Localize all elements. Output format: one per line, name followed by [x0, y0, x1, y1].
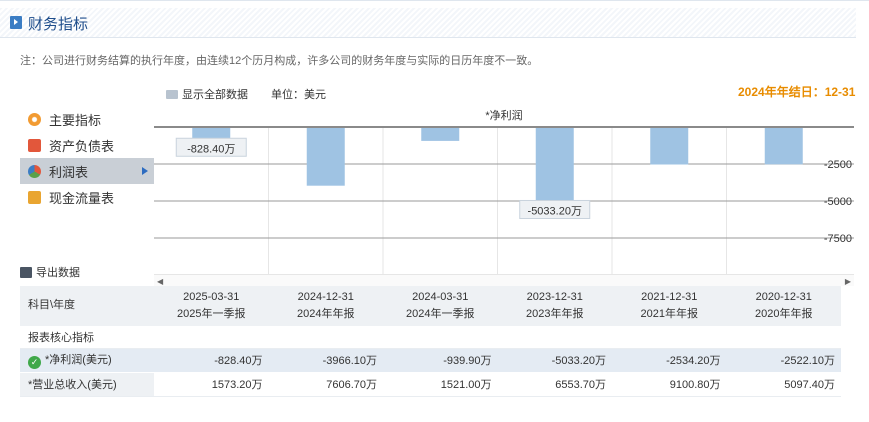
section-arrow-icon — [10, 16, 22, 29]
pie-chart-icon — [28, 164, 41, 178]
sidebar-item-balance-sheet[interactable]: 资产负债表 — [20, 132, 154, 158]
column-header: 2021-12-31 2021年年报 — [612, 286, 727, 327]
data-label: -828.40万 — [187, 143, 235, 155]
column-date: 2021-12-31 — [641, 290, 698, 303]
table-row-revenue[interactable]: *营业总收入(美元) 1573.20万 7606.70万 1521.00万 65… — [20, 372, 841, 397]
row-label-text: *净利润(美元) — [45, 354, 112, 366]
table-row-net-profit[interactable]: ✓ *净利润(美元) -828.40万 -3966.10万 -939.90万 -5… — [20, 348, 841, 373]
column-report: 2024年年报 — [297, 307, 355, 320]
table-cell: 6553.70万 — [497, 372, 612, 397]
section-header: 财务指标 — [0, 8, 856, 38]
export-data-button[interactable]: 导出数据 — [20, 264, 80, 280]
data-label: -5033.20万 — [528, 205, 582, 217]
table-cell: 9100.80万 — [612, 372, 727, 397]
toggle-icon — [166, 89, 178, 99]
sidebar-item-label: 主要指标 — [49, 112, 102, 128]
chart-title: *净利润 — [485, 108, 522, 122]
active-arrow-icon — [142, 167, 148, 175]
chart-bar — [650, 128, 689, 165]
net-profit-chart: *净利润 -2500 -5000 -7500 -828.40万 -5033.20万 — [154, 106, 854, 274]
column-date: 2024-12-31 — [297, 290, 354, 303]
table-cell: -3966.10万 — [268, 348, 383, 373]
unit-label: 单位：美元 — [271, 89, 326, 101]
y-tick-label: -7500 — [824, 233, 852, 245]
table-cell: -939.90万 — [383, 348, 498, 373]
chart-bar — [192, 128, 231, 140]
sidebar-item-label: 利润表 — [49, 164, 89, 180]
column-header: 2020-12-31 2020年年报 — [726, 286, 841, 327]
show-all-button[interactable]: 显示全部数据 — [166, 86, 248, 102]
chart-bar — [421, 128, 460, 141]
chart-bar — [764, 128, 803, 165]
data-label-box — [175, 137, 247, 157]
sidebar-item-key-indicators[interactable]: 主要指标 — [20, 106, 154, 132]
scroll-right-icon[interactable]: ▶ — [844, 277, 851, 286]
column-report: 2024年一季报 — [406, 307, 475, 320]
financial-table: 科目\年度 2025-03-31 2025年一季报 2024-12-31 2024年… — [20, 286, 841, 397]
sidebar-item-label: 现金流量表 — [49, 190, 115, 206]
table-cell: 5097.40万 — [726, 372, 841, 397]
gear-icon — [28, 112, 41, 126]
chart-bar — [535, 128, 574, 202]
column-date: 2020-12-31 — [755, 290, 812, 303]
y-tick-label: -5000 — [824, 196, 852, 208]
table-cell: 7606.70万 — [268, 372, 383, 397]
column-report: 2025年一季报 — [177, 307, 246, 320]
table-cell: -2522.10万 — [726, 348, 841, 373]
column-report: 2023年年报 — [526, 307, 584, 320]
chart-bar — [306, 128, 345, 186]
top-border — [0, 0, 869, 1]
scroll-left-icon[interactable]: ◀ — [157, 277, 164, 286]
table-cell: 1573.20万 — [154, 372, 269, 397]
checkmark-icon: ✓ — [28, 356, 41, 369]
column-header: 2025-03-31 2025年一季报 — [154, 286, 269, 327]
chart-scrollbar[interactable]: ◀ ▶ — [154, 274, 854, 286]
column-header: 2024-12-31 2024年年报 — [268, 286, 383, 327]
table-cell: -5033.20万 — [497, 348, 612, 373]
data-label-box — [519, 199, 591, 219]
table-header-row: 科目\年度 2025-03-31 2025年一季报 2024-12-31 2024年… — [20, 286, 841, 327]
table-corner: 科目\年度 — [20, 286, 154, 327]
sidebar-item-income-statement[interactable]: 利润表 — [20, 158, 154, 184]
sidebar-item-cash-flow[interactable]: 现金流量表 — [20, 184, 154, 210]
table-cell: -828.40万 — [154, 348, 269, 373]
page-title: 财务指标 — [28, 16, 89, 33]
table-cell: 1521.00万 — [383, 372, 498, 397]
section-row: 报表核心指标 — [20, 326, 841, 349]
balance-sheet-icon — [28, 138, 41, 152]
table-cell: -2534.20万 — [612, 348, 727, 373]
column-date: 2025-03-31 — [183, 290, 240, 303]
column-date: 2024-03-31 — [412, 290, 469, 303]
column-date: 2023-12-31 — [526, 290, 583, 303]
export-label: 导出数据 — [36, 267, 80, 279]
y-tick-label: -2500 — [824, 159, 852, 171]
column-report: 2021年年报 — [640, 307, 698, 320]
column-header: 2024-03-31 2024年一季报 — [383, 286, 498, 327]
show-all-label: 显示全部数据 — [182, 89, 248, 101]
column-report: 2020年年报 — [755, 307, 813, 320]
column-header: 2023-12-31 2023年年报 — [497, 286, 612, 327]
sidebar-item-label: 资产负债表 — [49, 138, 115, 154]
cash-flow-icon — [28, 190, 41, 204]
section-label: 报表核心指标 — [20, 326, 154, 349]
chart-svg: *净利润 -2500 -5000 -7500 -828.40万 -5033.20万 — [154, 108, 854, 274]
export-icon — [20, 266, 32, 278]
fiscal-note: 注：公司进行财务结算的执行年度，由连续12个历月构成，许多公司的财务年度与实际的… — [20, 55, 539, 67]
fiscal-year-end: 2024年年结日：12-31 — [738, 85, 856, 99]
row-label: ✓ *净利润(美元) — [20, 348, 154, 373]
sidebar: 主要指标 资产负债表 利润表 现金流量表 — [20, 106, 154, 210]
row-label: *营业总收入(美元) — [20, 372, 154, 397]
